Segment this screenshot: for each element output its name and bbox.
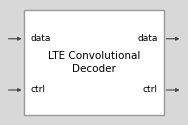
Text: ctrl: ctrl (30, 86, 45, 94)
FancyBboxPatch shape (24, 10, 164, 115)
Text: LTE Convolutional
Decoder: LTE Convolutional Decoder (48, 51, 140, 74)
Text: data: data (138, 34, 158, 43)
Text: data: data (30, 34, 50, 43)
Text: ctrl: ctrl (143, 86, 158, 94)
